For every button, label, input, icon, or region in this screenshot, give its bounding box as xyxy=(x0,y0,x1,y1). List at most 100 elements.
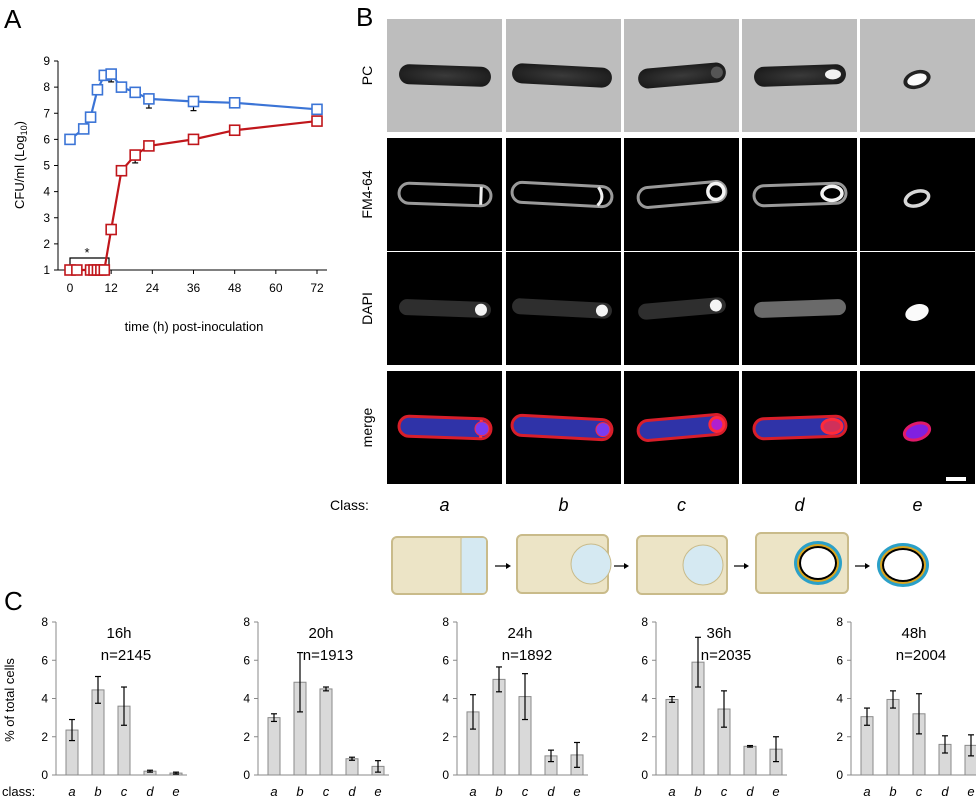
histo-y-tick-label: 8 xyxy=(243,615,250,629)
histo-y-tick-label: 0 xyxy=(641,768,648,782)
growth-y-tick-label: 4 xyxy=(43,185,50,199)
growth-y-tick-label: 3 xyxy=(43,211,50,225)
histogram-24h: 0 2 4 6 8 24h n=1892 a b c d e xyxy=(442,615,588,799)
histo-y-tick-label: 8 xyxy=(641,615,648,629)
micro-cell-fm4-64-b xyxy=(510,180,614,209)
histo-y-tick-label: 6 xyxy=(641,653,648,667)
membrane-curved-septum xyxy=(596,186,604,207)
histo-category-label: d xyxy=(746,784,754,799)
micro-class-d: d xyxy=(794,495,805,515)
histo-n-count: n=1892 xyxy=(502,647,552,664)
histo-title: 48h xyxy=(901,625,926,642)
histo-class-label: class: xyxy=(2,784,35,799)
histo-category-label: b xyxy=(296,784,303,799)
phase-bright-forespore xyxy=(824,69,841,80)
micro-class-e: e xyxy=(912,495,922,515)
histogram-16h: 0 2 4 6 8 16h n=2145 a b c d e xyxy=(41,615,187,799)
growth-point-red xyxy=(105,223,117,236)
panel-label-c: C xyxy=(4,586,23,616)
growth-point-blue xyxy=(187,95,200,108)
histo-y-tick-label: 4 xyxy=(243,692,250,706)
micro-class-a: a xyxy=(439,495,449,515)
histo-category-label: e xyxy=(967,784,974,799)
micro-tile-fm4-64-e xyxy=(860,138,975,251)
growth-point-blue xyxy=(129,86,141,99)
histo-category-label: a xyxy=(68,784,75,799)
histo-y-tick-label: 6 xyxy=(442,653,449,667)
histo-y-tick-label: 8 xyxy=(41,615,48,629)
dapi-bright-focus xyxy=(474,303,487,316)
histo-title: 24h xyxy=(507,625,532,642)
growth-y-tick-label: 9 xyxy=(43,54,50,68)
growth-point-blue xyxy=(115,81,128,93)
growth-point-blue xyxy=(105,68,117,80)
growth-x-tick-label: 36 xyxy=(187,281,201,295)
growth-x-tick-label: 0 xyxy=(67,281,74,295)
dapi-bright-focus xyxy=(595,304,608,317)
histo-category-label: c xyxy=(916,784,923,799)
growth-x-tick-label: 72 xyxy=(310,281,324,295)
histo-category-label: a xyxy=(863,784,870,799)
micro-cell-merge-a xyxy=(397,414,493,441)
phase-contrast-cell xyxy=(638,62,726,89)
histo-bar-d xyxy=(345,758,359,776)
micro-cell-dapi-b xyxy=(512,298,612,319)
dapi-bright-focus xyxy=(709,299,722,312)
growth-point-red xyxy=(115,164,128,177)
micro-row-label: DAPI xyxy=(359,292,375,325)
histo-y-tick-label: 2 xyxy=(41,730,48,744)
micro-cell-dapi-a xyxy=(399,299,491,318)
micro-cell-pc-d xyxy=(754,64,846,87)
dapi-spore xyxy=(905,304,929,321)
histo-y-tick-label: 0 xyxy=(243,768,250,782)
membrane-outline xyxy=(397,181,493,208)
histo-y-tick-label: 8 xyxy=(836,615,843,629)
histo-category-label: d xyxy=(146,784,154,799)
micro-cell-merge-c xyxy=(636,413,728,442)
growth-x-tick-label: 24 xyxy=(146,281,160,295)
growth-point-red xyxy=(143,140,155,152)
growth-x-tick-label: 48 xyxy=(228,281,242,295)
histo-category-label: d xyxy=(547,784,555,799)
panel-label-a: A xyxy=(4,4,22,34)
membrane-septum xyxy=(479,186,483,205)
merge-forespore xyxy=(820,417,844,435)
membrane-forespore-ring xyxy=(820,184,844,203)
micro-cell-dapi-d xyxy=(754,299,846,318)
merge-cell xyxy=(510,413,614,442)
histo-category-label: c xyxy=(721,784,728,799)
histo-category-label: c xyxy=(522,784,529,799)
histo-y-tick-label: 6 xyxy=(836,653,843,667)
micro-class-label: Class: xyxy=(330,497,369,513)
micro-tile-fm4-64-d xyxy=(742,138,857,251)
micro-cell-fm4-64-d xyxy=(752,181,848,208)
membrane-outline xyxy=(752,181,848,208)
micro-cell-pc-a xyxy=(399,64,491,87)
histo-y-tick-label: 2 xyxy=(641,730,648,744)
schematic-arrowhead-4 xyxy=(865,563,870,569)
growth-point-red xyxy=(71,264,83,276)
micro-cell-dapi-e xyxy=(905,304,929,321)
growth-point-blue xyxy=(91,83,104,96)
micrograph-grid: PC FM4-64 DAPI merge xyxy=(359,19,975,484)
growth-x-axis-title: time (h) post-inoculation xyxy=(125,319,264,334)
histogram-36h: 0 2 4 6 8 36h n=2035 a b c d e xyxy=(641,615,787,799)
growth-y-tick-label: 8 xyxy=(43,80,50,94)
histo-title: 36h xyxy=(706,625,731,642)
micro-row-label: PC xyxy=(359,66,375,85)
significance-bracket xyxy=(69,257,110,266)
histo-y-tick-label: 4 xyxy=(836,692,843,706)
histo-y-tick-label: 4 xyxy=(641,692,648,706)
histo-y-axis-title: % of total cells xyxy=(2,658,17,742)
micro-tile-fm4-64-c xyxy=(624,138,739,251)
histo-bar-a xyxy=(665,698,679,776)
scale-bar xyxy=(946,477,966,481)
membrane-forespore-ring xyxy=(706,181,726,202)
micro-cell-pc-b xyxy=(512,63,612,88)
merge-forespore xyxy=(595,422,611,438)
histo-category-label: c xyxy=(323,784,330,799)
micro-cell-merge-e xyxy=(902,421,932,442)
histo-n-count: n=2004 xyxy=(896,647,946,664)
growth-point-red xyxy=(187,133,200,146)
